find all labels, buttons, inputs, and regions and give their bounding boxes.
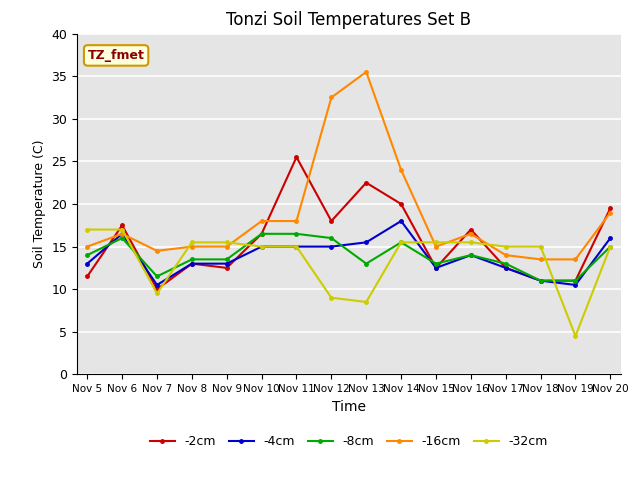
-32cm bbox=[292, 244, 300, 250]
-4cm bbox=[572, 282, 579, 288]
-2cm bbox=[118, 222, 126, 228]
Text: TZ_fmet: TZ_fmet bbox=[88, 49, 145, 62]
-4cm bbox=[153, 282, 161, 288]
-8cm bbox=[397, 240, 405, 245]
-16cm bbox=[328, 95, 335, 100]
-32cm bbox=[258, 244, 266, 250]
-32cm bbox=[223, 240, 230, 245]
-2cm bbox=[258, 231, 266, 237]
-32cm bbox=[502, 244, 509, 250]
-2cm bbox=[292, 154, 300, 160]
Y-axis label: Soil Temperature (C): Soil Temperature (C) bbox=[33, 140, 45, 268]
-4cm bbox=[118, 231, 126, 237]
-16cm bbox=[153, 248, 161, 254]
-32cm bbox=[118, 227, 126, 232]
-2cm bbox=[502, 265, 509, 271]
-32cm bbox=[572, 333, 579, 339]
-16cm bbox=[83, 244, 91, 250]
-8cm bbox=[83, 252, 91, 258]
-2cm bbox=[537, 278, 545, 284]
-2cm bbox=[223, 265, 230, 271]
-16cm bbox=[223, 244, 230, 250]
-2cm bbox=[432, 265, 440, 271]
-8cm bbox=[153, 274, 161, 279]
-2cm bbox=[328, 218, 335, 224]
-2cm bbox=[153, 286, 161, 292]
-2cm bbox=[362, 180, 370, 186]
-4cm bbox=[188, 261, 196, 266]
-32cm bbox=[328, 295, 335, 300]
-2cm bbox=[188, 261, 196, 266]
-16cm bbox=[118, 231, 126, 237]
-4cm bbox=[397, 218, 405, 224]
-16cm bbox=[258, 218, 266, 224]
-8cm bbox=[502, 261, 509, 266]
Legend: -2cm, -4cm, -8cm, -16cm, -32cm: -2cm, -4cm, -8cm, -16cm, -32cm bbox=[145, 431, 553, 453]
-8cm bbox=[328, 235, 335, 241]
-16cm bbox=[397, 167, 405, 173]
-4cm bbox=[83, 261, 91, 266]
-32cm bbox=[432, 240, 440, 245]
-2cm bbox=[83, 274, 91, 279]
-2cm bbox=[607, 205, 614, 211]
-8cm bbox=[292, 231, 300, 237]
-16cm bbox=[607, 210, 614, 216]
-4cm bbox=[537, 278, 545, 284]
-16cm bbox=[467, 231, 475, 237]
-16cm bbox=[537, 256, 545, 262]
-4cm bbox=[432, 265, 440, 271]
-8cm bbox=[188, 256, 196, 262]
-8cm bbox=[223, 256, 230, 262]
-16cm bbox=[432, 244, 440, 250]
-8cm bbox=[362, 261, 370, 266]
-4cm bbox=[328, 244, 335, 250]
-32cm bbox=[537, 244, 545, 250]
-32cm bbox=[397, 240, 405, 245]
-8cm bbox=[467, 252, 475, 258]
-8cm bbox=[607, 244, 614, 250]
-8cm bbox=[537, 278, 545, 284]
X-axis label: Time: Time bbox=[332, 400, 366, 414]
Title: Tonzi Soil Temperatures Set B: Tonzi Soil Temperatures Set B bbox=[227, 11, 471, 29]
-4cm bbox=[223, 261, 230, 266]
Line: -2cm: -2cm bbox=[86, 156, 612, 291]
-32cm bbox=[83, 227, 91, 232]
-4cm bbox=[362, 240, 370, 245]
-32cm bbox=[467, 240, 475, 245]
Line: -4cm: -4cm bbox=[86, 219, 612, 287]
Line: -16cm: -16cm bbox=[86, 70, 612, 261]
-4cm bbox=[607, 235, 614, 241]
-16cm bbox=[362, 69, 370, 75]
-4cm bbox=[258, 244, 266, 250]
Line: -8cm: -8cm bbox=[86, 232, 612, 282]
-4cm bbox=[467, 252, 475, 258]
-4cm bbox=[502, 265, 509, 271]
-2cm bbox=[572, 278, 579, 284]
-8cm bbox=[572, 278, 579, 284]
-16cm bbox=[188, 244, 196, 250]
-2cm bbox=[467, 227, 475, 232]
-4cm bbox=[292, 244, 300, 250]
-2cm bbox=[397, 201, 405, 207]
-32cm bbox=[153, 290, 161, 296]
-16cm bbox=[502, 252, 509, 258]
Line: -32cm: -32cm bbox=[86, 228, 612, 338]
-8cm bbox=[258, 231, 266, 237]
-32cm bbox=[188, 240, 196, 245]
-32cm bbox=[362, 299, 370, 305]
-16cm bbox=[292, 218, 300, 224]
-32cm bbox=[607, 244, 614, 250]
-8cm bbox=[118, 235, 126, 241]
-8cm bbox=[432, 261, 440, 266]
-16cm bbox=[572, 256, 579, 262]
